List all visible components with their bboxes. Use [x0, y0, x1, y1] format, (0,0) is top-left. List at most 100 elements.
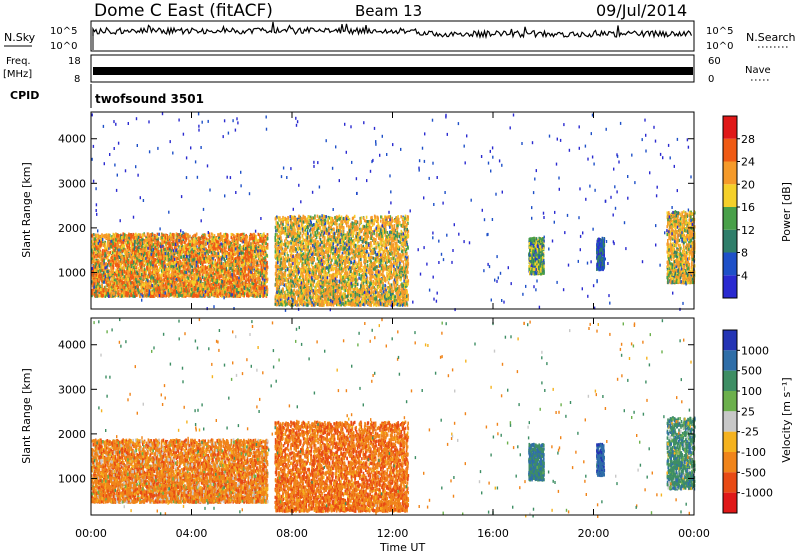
- data-mark: [256, 254, 258, 258]
- data-mark: [209, 235, 211, 239]
- data-mark: [257, 232, 260, 236]
- data-mark: [222, 262, 225, 266]
- data-mark: [263, 232, 265, 236]
- data-mark: [118, 286, 121, 290]
- data-mark: [188, 250, 190, 254]
- data-mark: [242, 251, 245, 255]
- nsearch-tick-bottom: 10^0: [706, 41, 733, 52]
- data-mark: [154, 235, 157, 239]
- data-mark: [227, 247, 230, 252]
- nsky-strip-frame: [90, 20, 695, 52]
- data-mark: [129, 249, 132, 253]
- data-mark: [231, 254, 233, 258]
- data-mark: [131, 274, 133, 278]
- data-mark: [132, 269, 134, 273]
- data-mark: [199, 239, 201, 243]
- data-mark: [200, 267, 202, 271]
- freq-tick-top: 18: [68, 56, 81, 67]
- data-mark: [244, 284, 246, 288]
- data-mark: [206, 266, 209, 270]
- data-mark: [136, 240, 139, 244]
- data-mark: [179, 293, 182, 297]
- data-mark: [259, 261, 262, 265]
- data-mark: [132, 264, 134, 268]
- data-mark: [150, 285, 153, 290]
- data-mark: [181, 294, 183, 298]
- data-mark: [166, 277, 168, 281]
- data-mark: [249, 275, 251, 279]
- data-mark: [247, 291, 249, 295]
- data-mark: [168, 241, 170, 245]
- data-mark: [201, 268, 204, 272]
- data-mark: [246, 252, 249, 256]
- data-mark: [121, 288, 124, 292]
- data-mark: [143, 238, 145, 243]
- data-mark: [118, 270, 120, 274]
- data-mark: [218, 285, 221, 289]
- data-mark: [244, 255, 247, 259]
- data-mark: [146, 259, 148, 263]
- data-mark: [101, 273, 103, 277]
- data-mark: [198, 251, 201, 255]
- data-mark: [151, 240, 154, 244]
- data-mark: [213, 272, 216, 276]
- data-mark: [158, 262, 160, 266]
- data-mark: [199, 253, 202, 257]
- data-mark: [176, 252, 179, 256]
- power-scatter: [91, 112, 696, 312]
- data-mark: [133, 236, 135, 240]
- data-mark: [248, 279, 250, 283]
- data-mark: [254, 255, 257, 259]
- data-mark: [200, 250, 202, 254]
- data-mark: [200, 240, 202, 244]
- data-mark: [119, 262, 122, 266]
- data-mark: [236, 235, 239, 239]
- data-mark: [124, 256, 127, 260]
- data-mark: [172, 267, 174, 272]
- data-mark: [242, 240, 245, 244]
- data-mark: [233, 249, 235, 253]
- data-mark: [187, 258, 189, 262]
- data-mark: [230, 261, 232, 265]
- data-mark: [165, 258, 168, 262]
- freq-unit: [MHz]: [3, 69, 32, 80]
- data-mark: [238, 281, 241, 285]
- data-mark: [264, 258, 267, 262]
- data-mark: [246, 258, 249, 262]
- data-mark: [133, 260, 135, 264]
- data-mark: [184, 240, 186, 244]
- freq-trace: [93, 67, 693, 75]
- data-mark: [169, 240, 172, 244]
- data-mark: [100, 262, 102, 266]
- data-mark: [162, 273, 165, 278]
- freq-label: Freq.: [6, 56, 31, 67]
- data-mark: [181, 280, 184, 284]
- data-mark: [199, 241, 201, 245]
- data-mark: [205, 237, 208, 241]
- data-mark: [114, 236, 117, 240]
- data-mark: [253, 268, 256, 272]
- data-mark: [132, 294, 134, 298]
- data-mark: [188, 274, 190, 278]
- data-mark: [192, 246, 195, 250]
- data-mark: [92, 249, 95, 253]
- data-mark: [206, 270, 208, 274]
- data-mark: [197, 265, 200, 269]
- data-mark: [190, 283, 193, 287]
- data-mark: [115, 257, 118, 261]
- data-mark: [221, 264, 224, 268]
- data-mark: [260, 293, 263, 297]
- data-mark: [201, 235, 203, 239]
- data-mark: [266, 260, 268, 265]
- data-mark: [151, 242, 153, 246]
- data-mark: [147, 270, 150, 275]
- data-mark: [257, 243, 260, 247]
- data-mark: [124, 280, 126, 284]
- data-mark: [133, 270, 136, 274]
- data-mark: [169, 266, 171, 270]
- data-mark: [251, 266, 253, 270]
- data-mark: [246, 293, 248, 297]
- data-mark: [123, 238, 126, 242]
- data-mark: [106, 269, 108, 273]
- data-mark: [95, 260, 98, 264]
